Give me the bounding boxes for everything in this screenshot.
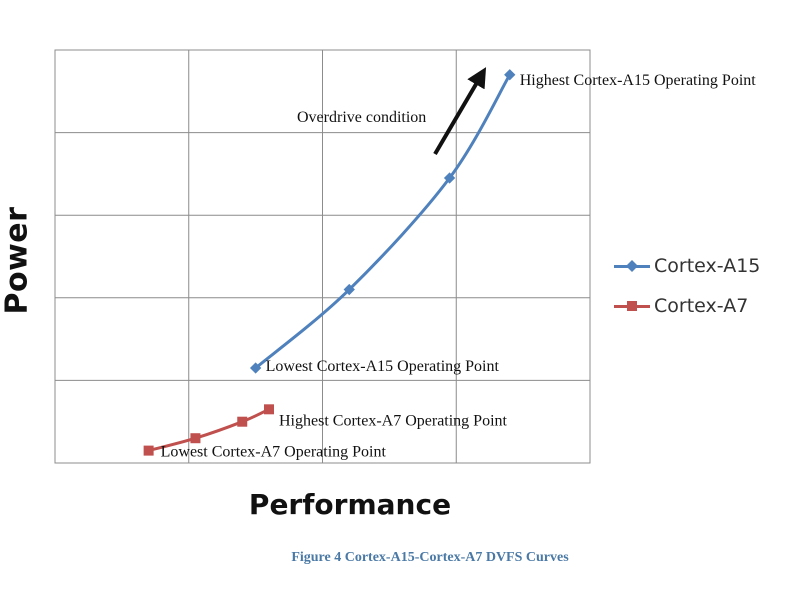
series-line-cortex-a15	[254, 73, 512, 370]
legend-swatch-cortex-a15	[614, 256, 650, 276]
legend: Cortex-A15 Cortex-A7	[614, 250, 760, 330]
series-markers	[143, 69, 516, 456]
data-point-cortex-a15	[343, 283, 355, 296]
overdrive-arrow	[433, 67, 487, 156]
legend-swatch-cortex-a7	[614, 296, 650, 316]
data-point-cortex-a15	[504, 69, 516, 81]
data-point-cortex-a15	[249, 362, 262, 374]
annotation-label: Highest Cortex-A15 Operating Point	[520, 72, 757, 89]
legend-label-cortex-a7: Cortex-A7	[654, 295, 749, 317]
annotation-label: Lowest Cortex-A15 Operating Point	[266, 358, 500, 375]
x-axis-label: Performance	[248, 488, 452, 521]
grid	[54, 49, 591, 464]
data-point-cortex-a7	[264, 404, 274, 415]
annotations: Highest Cortex-A15 Operating Point Lowest…	[161, 67, 757, 461]
legend-item-cortex-a15: Cortex-A15	[614, 250, 760, 282]
annotation-label: Lowest Cortex-A7 Operating Point	[161, 444, 387, 461]
series-line-cortex-a7	[147, 407, 271, 453]
data-point-cortex-a7	[190, 433, 201, 444]
data-point-cortex-a15	[443, 172, 456, 184]
data-point-cortex-a7	[237, 416, 248, 427]
annotation-label: Highest Cortex-A7 Operating Point	[279, 412, 508, 429]
legend-item-cortex-a7: Cortex-A7	[614, 290, 760, 322]
y-axis-label: Power	[0, 206, 35, 315]
figure-caption: Figure 4 Cortex-A15-Cortex-A7 DVFS Curve…	[291, 550, 569, 565]
legend-label-cortex-a15: Cortex-A15	[654, 255, 761, 277]
annotation-label: Overdrive condition	[297, 109, 426, 126]
series-lines	[147, 73, 512, 453]
data-point-cortex-a7	[143, 445, 154, 456]
